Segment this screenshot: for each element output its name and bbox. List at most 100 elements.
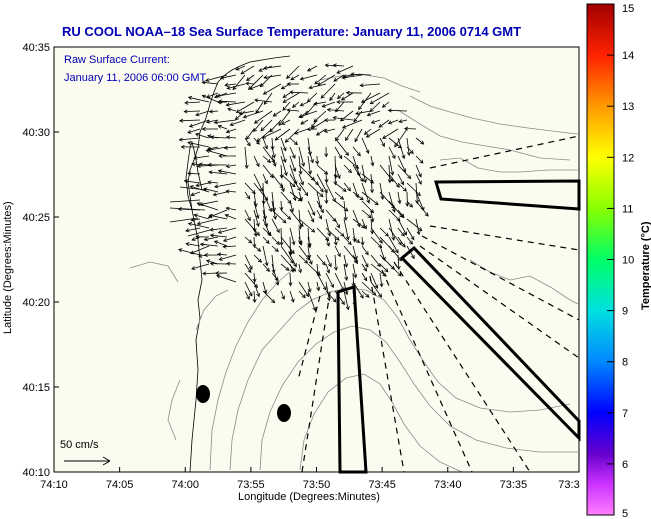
current-vector (244, 281, 253, 297)
current-vector (361, 272, 368, 281)
current-vector-head (409, 149, 414, 155)
current-vector (169, 217, 199, 223)
current-vector (280, 191, 292, 204)
current-vector (379, 182, 384, 200)
current-vector-head (333, 241, 338, 246)
current-vector-head (326, 107, 331, 112)
current-vector-head (229, 122, 234, 127)
current-vector (209, 171, 228, 175)
current-vector (343, 182, 351, 191)
current-vector-head (370, 162, 375, 167)
current-vector (337, 92, 345, 99)
current-vector-head (345, 90, 350, 95)
current-vector (361, 245, 369, 255)
colorbar-tick-label: 11 (622, 203, 633, 215)
current-vector-head (416, 230, 421, 236)
current-vector (379, 272, 383, 287)
current-vector (369, 101, 381, 112)
current-vector-head (328, 263, 332, 268)
current-vector (343, 218, 349, 240)
current-vector-head (282, 99, 287, 103)
current-vector (334, 182, 347, 192)
current-vector (289, 254, 297, 267)
current-vector-head (198, 202, 204, 207)
current-vector-head (403, 126, 409, 131)
current-vector-head (263, 75, 268, 80)
current-vector (190, 245, 210, 254)
current-vector-head (312, 306, 317, 312)
current-vector (307, 236, 311, 248)
current-vector (341, 92, 354, 101)
x-tick-label: 73:35 (500, 479, 528, 491)
current-vector (361, 164, 366, 183)
current-vector (186, 243, 201, 247)
current-vector (244, 218, 260, 236)
current-vector (208, 146, 228, 151)
current-vector-head (266, 158, 272, 163)
current-vector (224, 146, 237, 149)
current-vector (253, 119, 264, 132)
current-vector (313, 101, 327, 105)
current-vector-head (394, 143, 399, 148)
current-vector (379, 245, 386, 261)
current-vector (280, 254, 296, 272)
current-vector (254, 99, 273, 103)
current-vector (289, 191, 302, 202)
current-vector (225, 214, 237, 220)
current-vector (334, 245, 341, 257)
current-vector-head (248, 292, 253, 297)
current-vector (289, 245, 291, 255)
current-vector-head (353, 255, 358, 261)
current-vector (415, 164, 422, 177)
x-axis-label: Longitude (Degrees:Minutes) (238, 491, 380, 503)
current-vector (334, 191, 344, 200)
current-vector (253, 137, 260, 145)
current-vector (352, 164, 364, 182)
current-vector-head (246, 77, 251, 82)
current-vector (191, 263, 210, 270)
current-vector (388, 236, 399, 253)
current-vector-head (201, 94, 206, 99)
current-vector (300, 101, 309, 107)
current-vector (415, 173, 422, 185)
current-vector-head (245, 81, 250, 86)
current-vector (262, 245, 268, 266)
current-vector-head (379, 283, 384, 288)
current-vector (370, 227, 383, 244)
current-vector-head (341, 300, 345, 306)
x-tick-label: 74:10 (40, 479, 68, 491)
current-vector (309, 83, 327, 89)
current-vector (316, 182, 324, 193)
current-vector-head (284, 138, 289, 143)
current-vector-head (199, 242, 205, 247)
current-vector-head (267, 232, 272, 237)
current-vector (334, 173, 336, 185)
current-vector-head (408, 203, 413, 208)
current-vector-head (344, 290, 349, 296)
current-vector-head (332, 115, 337, 120)
current-vector (325, 182, 336, 202)
current-vector-head (269, 128, 274, 133)
current-vector-head (218, 257, 223, 261)
current-vector-head (398, 257, 402, 262)
current-vector-head (363, 178, 367, 184)
current-vector (388, 191, 395, 213)
current-vector (253, 173, 263, 192)
current-vector (371, 119, 381, 124)
current-vector (298, 254, 308, 264)
current-vector (298, 146, 305, 167)
current-vector (184, 180, 201, 184)
current-vector-head (184, 100, 189, 105)
current-vector (269, 119, 282, 133)
current-vector (262, 155, 271, 163)
current-vector-head (225, 164, 230, 169)
current-vector-head (298, 225, 303, 230)
current-vector-head (201, 127, 206, 132)
current-vector (329, 92, 336, 101)
current-vector-head (240, 70, 245, 75)
current-vector (397, 173, 404, 185)
current-vector (397, 155, 406, 172)
current-vector (191, 236, 201, 241)
current-vector (289, 290, 294, 303)
current-vector (294, 128, 309, 134)
